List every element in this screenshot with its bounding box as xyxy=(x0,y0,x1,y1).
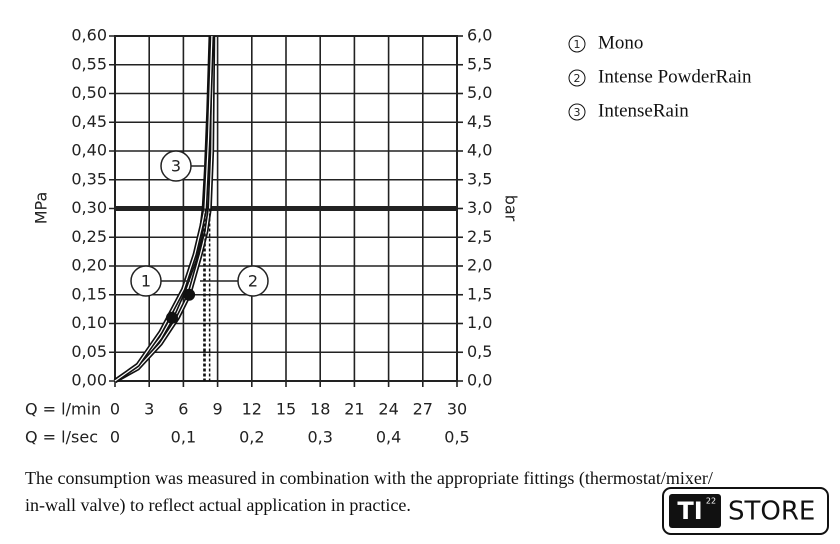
callout xyxy=(130,265,162,297)
x-tick-label: 3 xyxy=(144,400,154,419)
x-tick-label: 9 xyxy=(213,400,223,419)
y2-tick-label: 0,5 xyxy=(467,342,492,361)
legend-label: Intense PowderRain xyxy=(598,66,752,87)
callout xyxy=(237,265,269,297)
legend-badge-label: 1 xyxy=(574,38,581,51)
x-axis-label: Q = l/min xyxy=(25,400,101,419)
y2-tick-label: 2,0 xyxy=(467,256,492,275)
y2-tick-label: 6,0 xyxy=(467,26,492,45)
y2-tick-label: 4,5 xyxy=(467,112,492,131)
y2-tick-label: 3,5 xyxy=(467,169,492,188)
logo: TI 22 STORE xyxy=(662,487,829,535)
logo-mark: TI xyxy=(677,497,702,525)
callout-label: 2 xyxy=(248,272,258,291)
x-tick-label: 12 xyxy=(242,400,262,419)
logo-text: STORE xyxy=(728,497,815,527)
legend-label: Mono xyxy=(598,32,643,53)
y-tick-label: 0,10 xyxy=(71,313,107,332)
y2-axis-label: bar xyxy=(502,195,521,222)
y2-tick-label: 3,0 xyxy=(467,198,492,217)
y2-tick-label: 2,5 xyxy=(467,227,492,246)
callout xyxy=(160,150,192,182)
legend-badge-label: 2 xyxy=(574,72,581,85)
x2-tick-label: 0,5 xyxy=(444,428,469,447)
x2-tick-label: 0,4 xyxy=(376,428,401,447)
x2-tick-label: 0 xyxy=(110,428,120,447)
legend-badge xyxy=(568,35,586,53)
y-tick-label: 0,50 xyxy=(71,83,107,102)
operating-point xyxy=(183,288,196,301)
x2-tick-label: 0,1 xyxy=(171,428,196,447)
logo-badge xyxy=(669,494,721,528)
curve xyxy=(114,35,214,382)
x-tick-label: 15 xyxy=(276,400,296,419)
y-tick-label: 0,25 xyxy=(71,227,107,246)
y-tick-label: 0,40 xyxy=(71,141,107,160)
y-tick-label: 0,20 xyxy=(71,256,107,275)
curve xyxy=(114,35,213,382)
x2-tick-label: 0,3 xyxy=(307,428,332,447)
y2-tick-label: 4,0 xyxy=(467,141,492,160)
x-tick-label: 6 xyxy=(178,400,188,419)
callout-label: 3 xyxy=(171,157,181,176)
x-tick-label: 21 xyxy=(344,400,364,419)
x-tick-label: 27 xyxy=(413,400,433,419)
legend-label: IntenseRain xyxy=(598,100,689,121)
y-tick-label: 0,05 xyxy=(71,342,107,361)
x-tick-label: 18 xyxy=(310,400,330,419)
x-tick-label: 24 xyxy=(378,400,398,419)
legend-badge xyxy=(568,69,586,87)
caption: in-wall valve) to reflect actual applica… xyxy=(25,495,411,516)
y2-tick-label: 1,0 xyxy=(467,313,492,332)
y2-tick-label: 1,5 xyxy=(467,284,492,303)
y2-tick-label: 5,5 xyxy=(467,54,492,73)
y2-tick-label: 0,0 xyxy=(467,371,492,390)
x2-axis-label: Q = l/sec xyxy=(25,428,98,447)
y-axis-label: MPa xyxy=(32,192,51,225)
legend-badge-label: 3 xyxy=(574,106,581,119)
y2-tick-label: 5,0 xyxy=(467,83,492,102)
y-tick-label: 0,00 xyxy=(71,371,107,390)
y-tick-label: 0,35 xyxy=(71,169,107,188)
caption: The consumption was measured in combinat… xyxy=(25,468,713,489)
y-tick-label: 0,30 xyxy=(71,198,107,217)
operating-point xyxy=(166,311,178,324)
y-tick-label: 0,45 xyxy=(71,112,107,131)
legend-badge xyxy=(568,103,586,121)
callout-label: 1 xyxy=(141,272,151,291)
x-tick-label: 30 xyxy=(447,400,467,419)
y-tick-label: 0,15 xyxy=(71,284,107,303)
y-tick-label: 0,60 xyxy=(71,26,107,45)
x-tick-label: 0 xyxy=(110,400,120,419)
y-tick-label: 0,55 xyxy=(71,54,107,73)
logo-sup: 22 xyxy=(706,497,716,506)
x2-tick-label: 0,2 xyxy=(239,428,264,447)
